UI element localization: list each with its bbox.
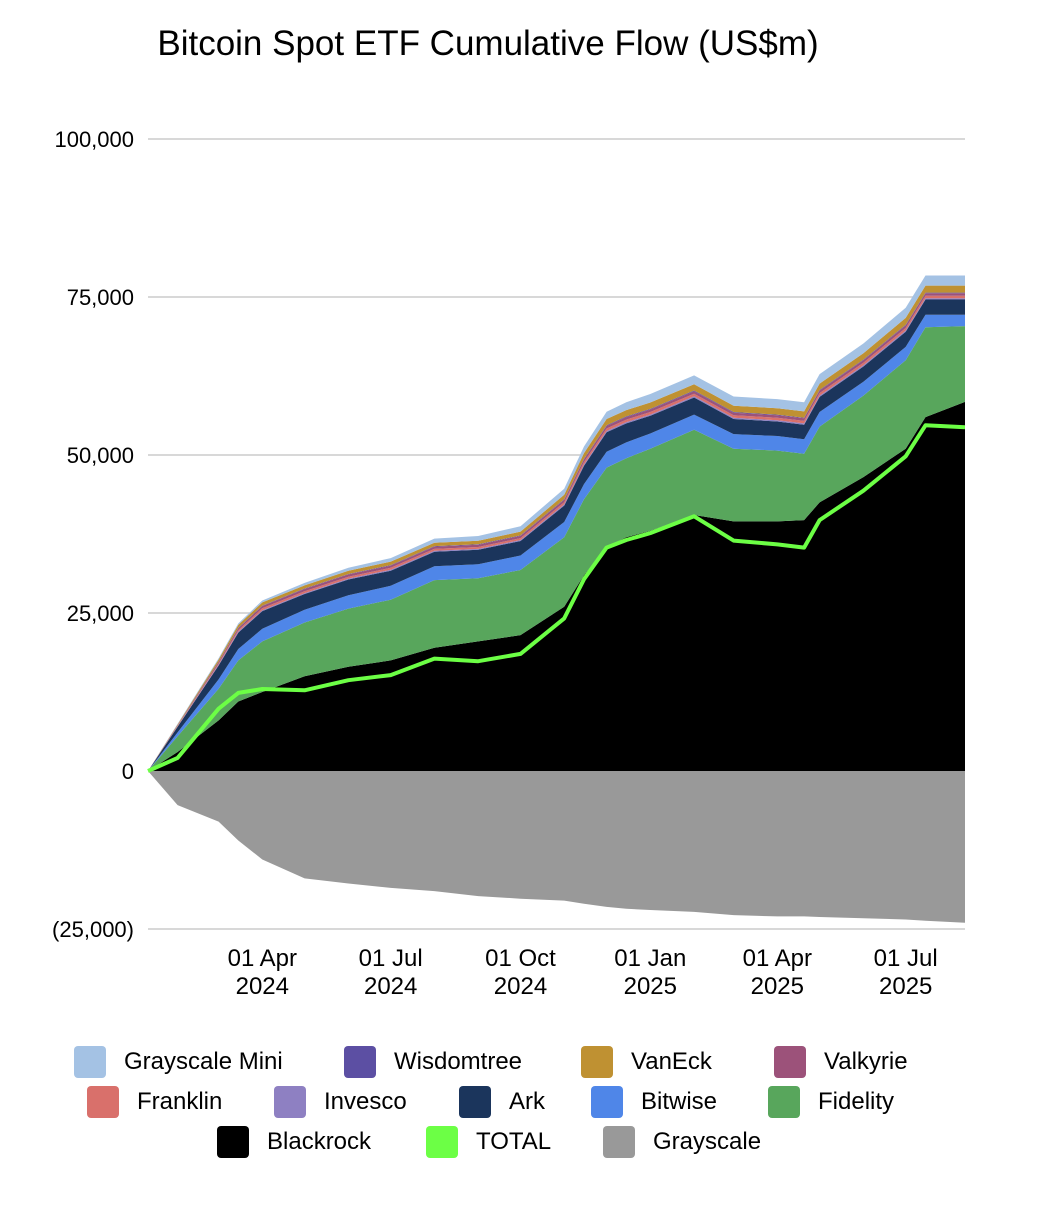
y-tick-label: 75,000	[67, 285, 134, 310]
legend-label: VanEck	[631, 1048, 712, 1075]
legend-label: Grayscale Mini	[124, 1048, 283, 1075]
x-tick-label: 01 Jul	[874, 945, 938, 972]
legend-swatch	[603, 1126, 635, 1158]
legend-label: Wisdomtree	[394, 1048, 523, 1075]
legend-swatch	[459, 1086, 491, 1118]
legend-label: Grayscale	[653, 1128, 762, 1155]
legend-item-total: TOTAL	[426, 1125, 551, 1159]
legend-item-ark: Ark	[459, 1085, 545, 1119]
legend-item-bitwise: Bitwise	[591, 1085, 717, 1119]
x-tick-year: 2025	[751, 973, 804, 1000]
x-tick-year: 2025	[879, 973, 932, 1000]
legend-item-blackrock: Blackrock	[217, 1125, 371, 1159]
legend-swatch	[581, 1046, 613, 1078]
legend-item-wisdomtree: Wisdomtree	[344, 1045, 522, 1079]
x-tick-year: 2024	[364, 973, 417, 1000]
legend-item-vaneck: VanEck	[581, 1045, 712, 1079]
legend-swatch	[768, 1086, 800, 1118]
legend-label: Ark	[509, 1088, 545, 1115]
legend-label: Valkyrie	[824, 1048, 908, 1075]
x-tick-label: 01 Jan	[614, 945, 686, 972]
legend-swatch	[74, 1046, 106, 1078]
x-tick-label: 01 Apr	[743, 945, 812, 972]
y-tick-label: 0	[122, 759, 134, 784]
legend-swatch	[274, 1086, 306, 1118]
legend-item-valkyrie: Valkyrie	[774, 1045, 908, 1079]
x-tick-year: 2024	[494, 973, 547, 1000]
y-tick-label: 50,000	[67, 443, 134, 468]
y-tick-label: 25,000	[67, 601, 134, 626]
legend-label: Franklin	[137, 1088, 223, 1115]
legend-item-franklin: Franklin	[87, 1085, 222, 1119]
legend-swatch	[774, 1046, 806, 1078]
legend-item-invesco: Invesco	[274, 1085, 407, 1119]
legend-swatch	[591, 1086, 623, 1118]
legend-swatch	[426, 1126, 458, 1158]
y-tick-label: 100,000	[54, 127, 134, 152]
x-tick-label: 01 Jul	[359, 945, 423, 972]
line-total	[147, 423, 966, 773]
legend-label: TOTAL	[476, 1128, 552, 1155]
legend-swatch	[344, 1046, 376, 1078]
legend-label: Invesco	[324, 1088, 407, 1115]
y-tick-label: (25,000)	[52, 917, 134, 942]
legend-label: Fidelity	[818, 1088, 895, 1115]
area-bitwise	[148, 314, 965, 771]
legend-label: Bitwise	[641, 1088, 718, 1115]
legend-item-grayscale-mini: Grayscale Mini	[74, 1045, 283, 1079]
legend-item-fidelity: Fidelity	[768, 1085, 894, 1119]
chart-title: Bitcoin Spot ETF Cumulative Flow (US$m)	[157, 24, 819, 63]
x-tick-label: 01 Apr	[228, 945, 297, 972]
area-fidelity	[148, 326, 965, 771]
legend-label: Blackrock	[267, 1128, 372, 1155]
x-tick-label: 01 Oct	[485, 945, 556, 972]
x-tick-year: 2025	[624, 973, 677, 1000]
x-tick-year: 2024	[236, 973, 289, 1000]
legend-item-grayscale: Grayscale	[603, 1125, 761, 1159]
area-grayscale-mini	[148, 275, 965, 771]
legend-swatch	[87, 1086, 119, 1118]
legend-swatch	[217, 1126, 249, 1158]
area-grayscale	[148, 771, 965, 923]
